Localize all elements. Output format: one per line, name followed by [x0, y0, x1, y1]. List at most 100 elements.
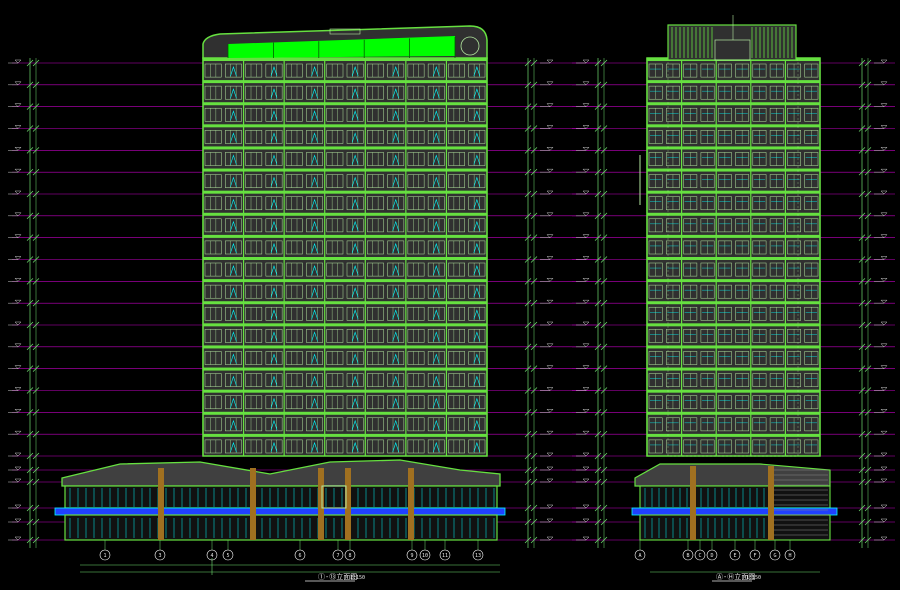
window-opening-mark [311, 176, 318, 187]
side-axis-bubble [749, 549, 761, 561]
window-frame [387, 85, 405, 100]
window-frame [387, 306, 405, 321]
level-marker-triangle [14, 343, 22, 348]
floor-slab [647, 433, 820, 437]
dimension-tick [524, 518, 532, 526]
window-frame [326, 329, 344, 343]
window-frame [225, 85, 242, 100]
window-frame [285, 218, 303, 233]
window-frame [448, 196, 465, 211]
window-frame [245, 284, 263, 299]
window-frame [468, 240, 486, 255]
window-opening-mark [270, 353, 278, 364]
dimension-tick [530, 504, 538, 512]
front-right-dimension-chain [524, 58, 554, 548]
window-opening-mark [311, 198, 318, 209]
window-frame [245, 85, 263, 100]
window-opening-mark [270, 88, 278, 99]
window-frame [285, 284, 303, 299]
floor-slab [647, 146, 820, 150]
dimension-tick [864, 212, 872, 220]
window-frame [367, 85, 384, 100]
window-frame [448, 439, 465, 454]
dimension-tick [864, 234, 872, 241]
level-marker-triangle [582, 168, 590, 173]
window-frame [427, 152, 445, 166]
window-frame [306, 85, 323, 100]
window-frame [225, 284, 242, 299]
level-marker-triangle [880, 125, 888, 129]
window-opening-mark [311, 66, 318, 77]
dimension-tick [32, 343, 40, 351]
window-frame [407, 439, 425, 454]
window-frame [468, 130, 486, 144]
dimension-tick [26, 466, 34, 474]
dimension-tick [864, 387, 872, 394]
window-frame [407, 395, 425, 410]
window-frame [265, 107, 283, 122]
podium-column [318, 468, 324, 540]
level-marker-triangle [582, 125, 590, 129]
dimension-tick [32, 125, 40, 132]
window-opening-mark [433, 88, 440, 99]
dimension-tick [600, 103, 608, 110]
front-elevation: 1 3 4 5 6 7 8 9 10 11 13 [54, 25, 506, 575]
dimension-tick [864, 343, 872, 351]
window-frame [245, 439, 263, 454]
dimension-tick [524, 190, 532, 198]
window-opening-mark [473, 132, 481, 143]
window-frame [407, 196, 425, 211]
level-marker-triangle [880, 81, 888, 86]
axis-bubble [406, 549, 418, 561]
level-marker-triangle [880, 365, 888, 370]
window-opening-mark [230, 441, 237, 453]
level-marker-triangle [546, 125, 554, 129]
window-opening-mark [311, 353, 318, 364]
window-opening-mark [392, 375, 399, 386]
window-frame [265, 351, 283, 365]
dimension-tick [858, 147, 866, 154]
dimension-tick [26, 365, 34, 372]
window-frame [367, 351, 384, 365]
window-frame [448, 85, 465, 100]
side-view-title-block: Ⓐ-Ⓗ立面图 1:150 [712, 572, 761, 582]
side-axis-bubble [706, 549, 718, 561]
axis-bubble-label: 7 [336, 553, 339, 559]
window-frame [346, 152, 364, 166]
window-frame [306, 63, 323, 78]
window-frame [427, 240, 445, 255]
podium-column [158, 468, 164, 540]
dimension-tick [600, 466, 608, 474]
dimension-tick [600, 212, 608, 220]
window-frame [204, 174, 222, 188]
window-frame [346, 284, 364, 299]
window-opening-mark [473, 154, 481, 165]
window-frame [468, 417, 486, 432]
axis-bubble [154, 549, 166, 561]
window-frame [367, 395, 384, 410]
dimension-tick [864, 409, 872, 416]
dimension-tick [26, 278, 34, 285]
floor-slab [203, 80, 487, 84]
dimension-tick [530, 147, 538, 154]
window-opening-mark [351, 419, 359, 430]
window-opening-mark [270, 154, 278, 165]
window-opening-mark [230, 353, 237, 364]
window-frame [387, 329, 405, 343]
dimension-tick [858, 536, 866, 544]
window-opening-mark [473, 419, 481, 430]
window-opening-mark [270, 220, 278, 231]
window-frame [427, 439, 445, 454]
window-opening-mark [311, 88, 318, 99]
dimension-tick [594, 387, 602, 394]
window-frame [225, 306, 242, 321]
dimension-tick [26, 430, 34, 438]
dimension-tick [600, 234, 608, 241]
level-marker-triangle [14, 103, 22, 108]
window-frame [225, 107, 242, 122]
dimension-tick [594, 256, 602, 263]
window-opening-mark [351, 353, 359, 364]
dimension-tick [530, 125, 538, 132]
axis-bubble [99, 549, 111, 561]
dimension-tick [858, 478, 866, 486]
